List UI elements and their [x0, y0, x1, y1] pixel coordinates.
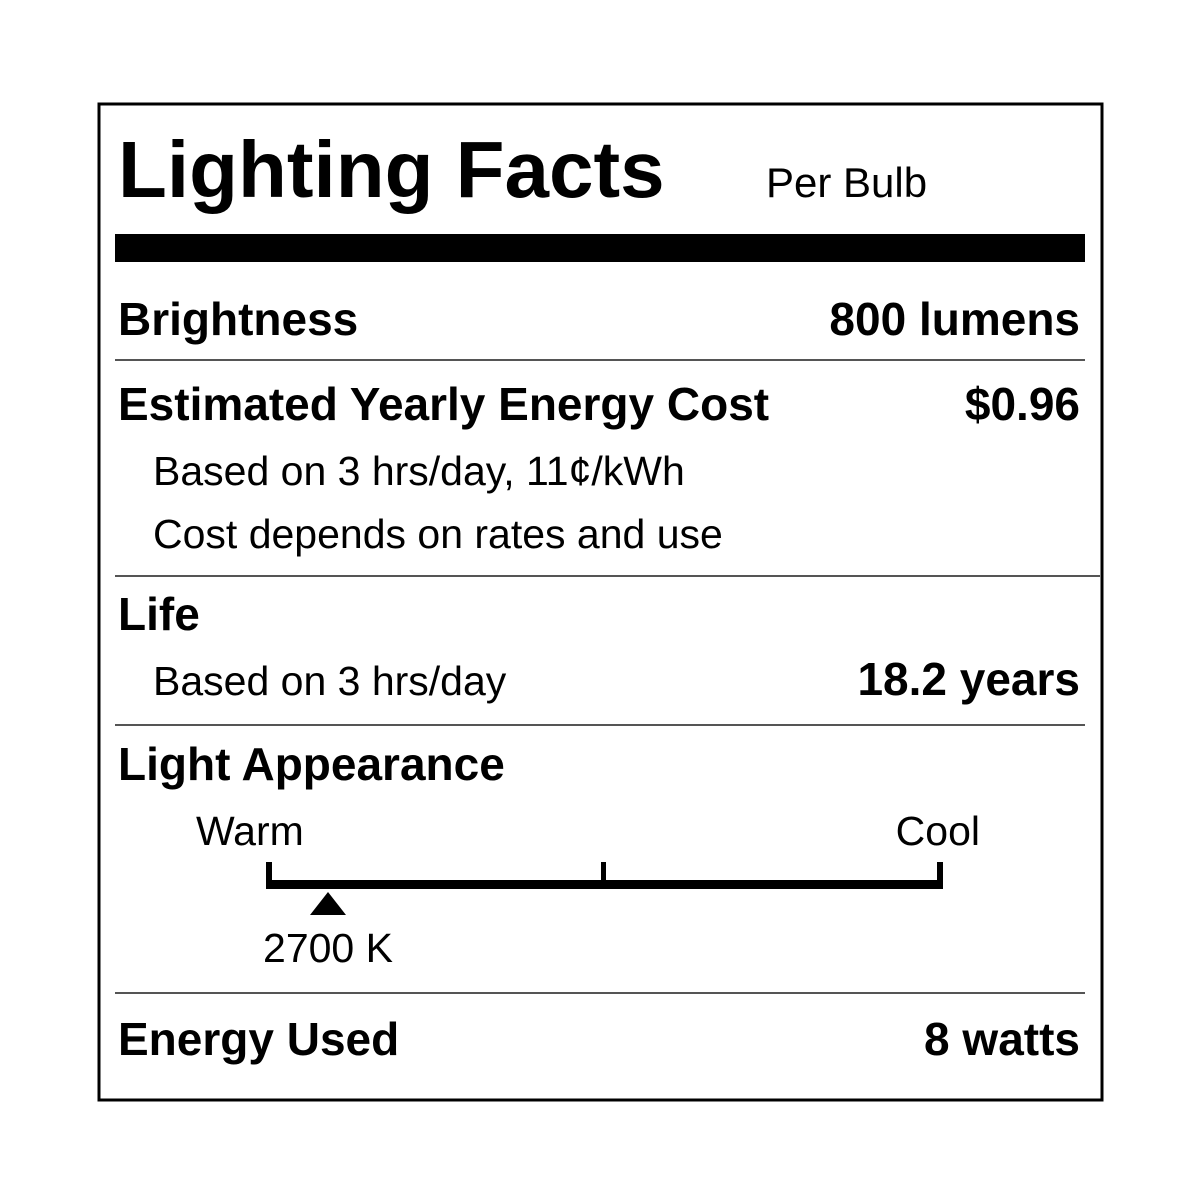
scale-marker — [310, 892, 346, 915]
row-label: Brightness — [118, 293, 358, 345]
row-note: Based on 3 hrs/day, 11¢/kWh — [153, 448, 685, 494]
color-scale — [266, 862, 943, 915]
row-value: 800 lumens — [829, 293, 1080, 345]
row-value: $0.96 — [965, 378, 1080, 430]
scale-high-label: Cool — [896, 808, 980, 854]
row-label: Light Appearance — [118, 738, 505, 790]
scale-end-tick — [266, 862, 272, 889]
thick-rule — [115, 234, 1085, 262]
label-title: Lighting Facts — [118, 125, 665, 214]
row-label: Life — [118, 588, 200, 640]
row-note: Based on 3 hrs/day — [153, 658, 507, 704]
scale-low-label: Warm — [196, 808, 304, 854]
row-label: Estimated Yearly Energy Cost — [118, 378, 769, 430]
row-value: 8 watts — [924, 1013, 1080, 1065]
scale-marker-label: 2700 K — [263, 925, 393, 971]
row-note: Cost depends on rates and use — [153, 511, 723, 557]
label-border — [97, 102, 1104, 1102]
scale-mid-tick — [601, 862, 606, 889]
scale-end-tick — [937, 862, 943, 889]
label-subtitle: Per Bulb — [766, 159, 927, 206]
row-value: 18.2 years — [857, 653, 1080, 705]
row-label: Energy Used — [118, 1013, 399, 1065]
